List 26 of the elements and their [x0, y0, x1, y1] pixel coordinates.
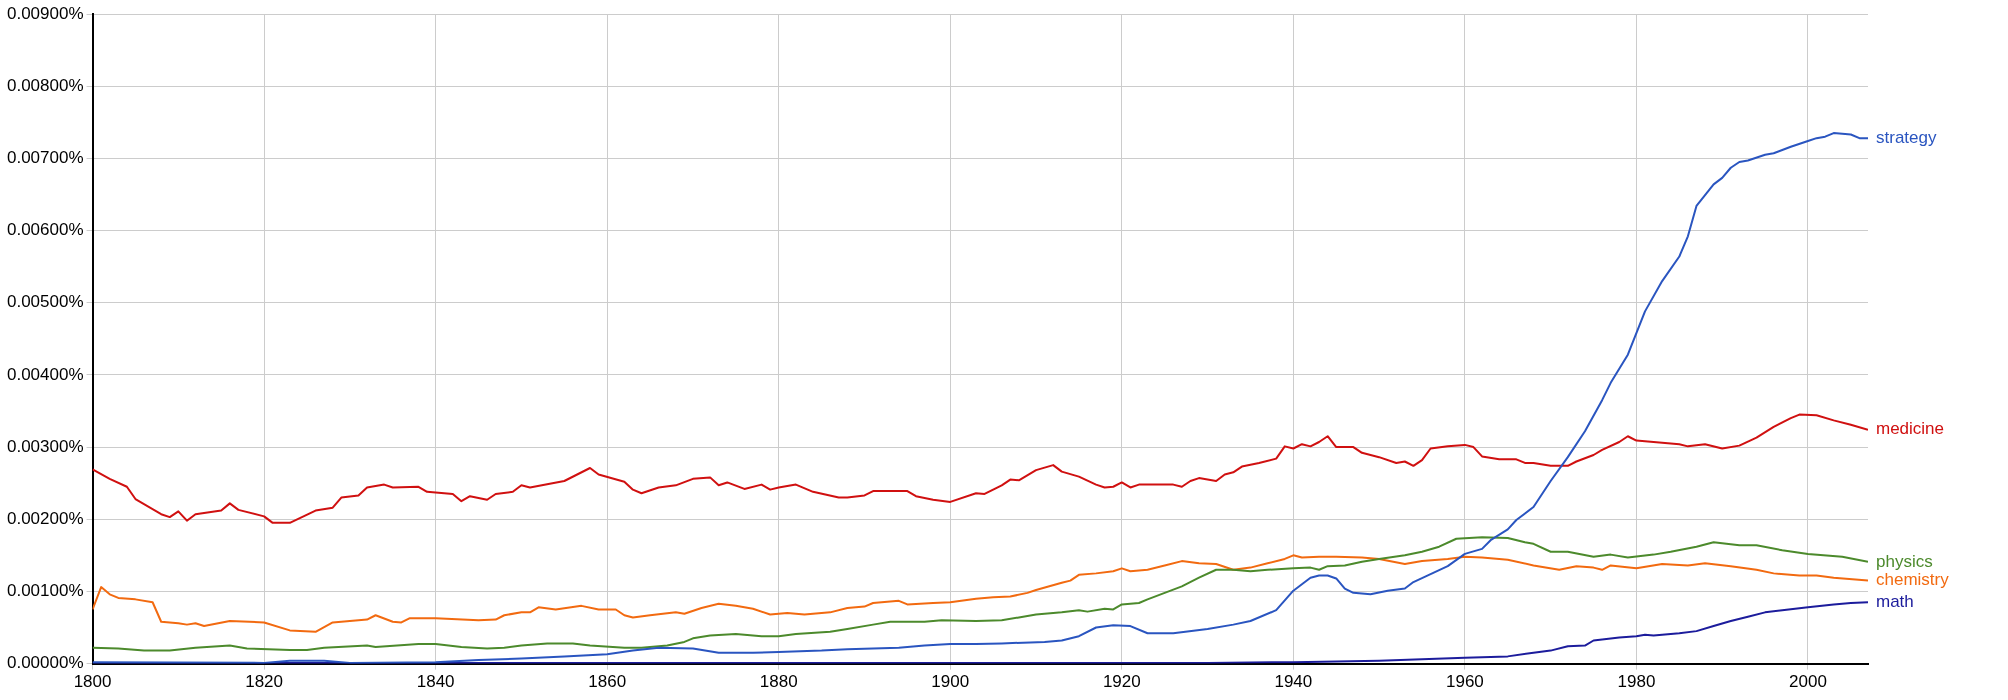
y-tick-label: 0.00000%	[6, 653, 84, 673]
x-tick-label: 1840	[416, 672, 455, 692]
x-tick-label: 1960	[1445, 672, 1484, 692]
y-tick-label: 0.00600%	[6, 220, 84, 240]
x-tick-label: 1900	[931, 672, 970, 692]
x-tick-label: 2000	[1789, 672, 1827, 692]
y-tick-label: 0.00800%	[6, 75, 84, 95]
series-label: math	[1876, 591, 1914, 611]
x-tick-label: 1920	[1102, 672, 1141, 692]
y-tick-label: 0.00300%	[6, 436, 84, 456]
series-label: physics	[1876, 551, 1933, 571]
series-label: strategy	[1876, 127, 1937, 147]
y-tick-label: 0.00400%	[6, 364, 84, 384]
series-label: medicine	[1876, 419, 1945, 439]
x-tick-label: 1980	[1617, 672, 1656, 692]
y-tick-label: 0.00200%	[6, 508, 84, 528]
x-tick-label: 1800	[73, 672, 112, 692]
series-label: chemistry	[1876, 570, 1950, 590]
y-tick-label: 0.00100%	[6, 581, 84, 601]
x-tick-label: 1860	[588, 672, 627, 692]
x-tick-label: 1880	[759, 672, 798, 692]
y-tick-label: 0.00900%	[6, 3, 84, 23]
x-tick-label: 1940	[1274, 672, 1313, 692]
x-tick-label: 1820	[245, 672, 284, 692]
y-tick-label: 0.00700%	[6, 148, 84, 168]
y-tick-label: 0.00500%	[6, 292, 84, 312]
